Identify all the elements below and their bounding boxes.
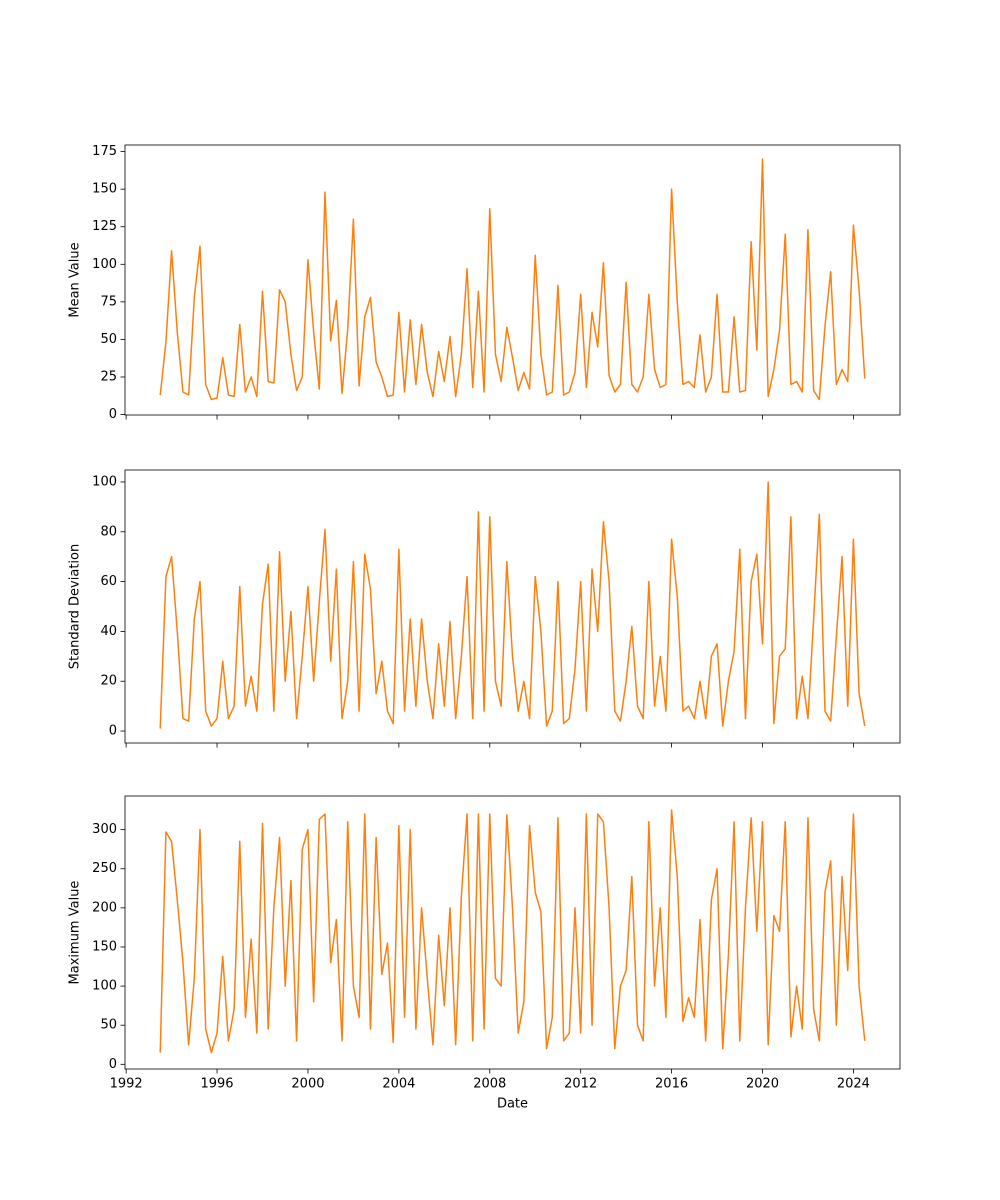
y-tick-label: 40 (100, 624, 117, 639)
y-tick-label: 0 (109, 1057, 117, 1072)
y-tick-label: 20 (100, 674, 117, 689)
x-tick-label: 2024 (837, 1077, 870, 1092)
x-tick-label: 1996 (200, 1077, 233, 1092)
y-tick-label: 125 (92, 219, 117, 234)
x-tick-label: 2000 (291, 1077, 324, 1092)
y-tick-label: 300 (92, 822, 117, 837)
y-tick-label: 80 (100, 524, 117, 539)
y-tick-label: 100 (92, 474, 117, 489)
x-tick-label: 2016 (655, 1077, 688, 1092)
plot-frame (124, 144, 901, 416)
y-tick-label: 150 (92, 182, 117, 197)
y-tick-label: 0 (109, 407, 117, 422)
x-tick-label: 1992 (110, 1077, 143, 1092)
y-tick-label: 100 (92, 257, 117, 272)
plot-frame (124, 795, 901, 1070)
data-line (159, 809, 866, 1054)
x-tick-label: 2020 (746, 1077, 779, 1092)
y-axis-label: Standard Deviation (68, 544, 83, 669)
y-tick-label: 150 (92, 939, 117, 954)
y-tick-label: 25 (100, 369, 117, 384)
y-tick-label: 0 (109, 724, 117, 739)
y-tick-label: 50 (100, 332, 117, 347)
y-tick-label: 100 (92, 979, 117, 994)
y-axis-label: Mean Value (68, 242, 83, 317)
data-line (159, 481, 866, 729)
y-tick-label: 60 (100, 574, 117, 589)
y-tick-label: 250 (92, 861, 117, 876)
y-tick-label: 75 (100, 294, 117, 309)
x-axis-label: Date (497, 1097, 528, 1112)
y-tick-label: 175 (92, 144, 117, 159)
y-tick-label: 200 (92, 900, 117, 915)
x-tick-label: 2004 (382, 1077, 415, 1092)
y-tick-label: 50 (100, 1018, 117, 1033)
y-axis-label: Maximum Value (68, 881, 83, 985)
plot-frame (124, 469, 901, 744)
x-tick-label: 2008 (473, 1077, 506, 1092)
x-tick-label: 2012 (564, 1077, 597, 1092)
data-line (159, 158, 866, 401)
